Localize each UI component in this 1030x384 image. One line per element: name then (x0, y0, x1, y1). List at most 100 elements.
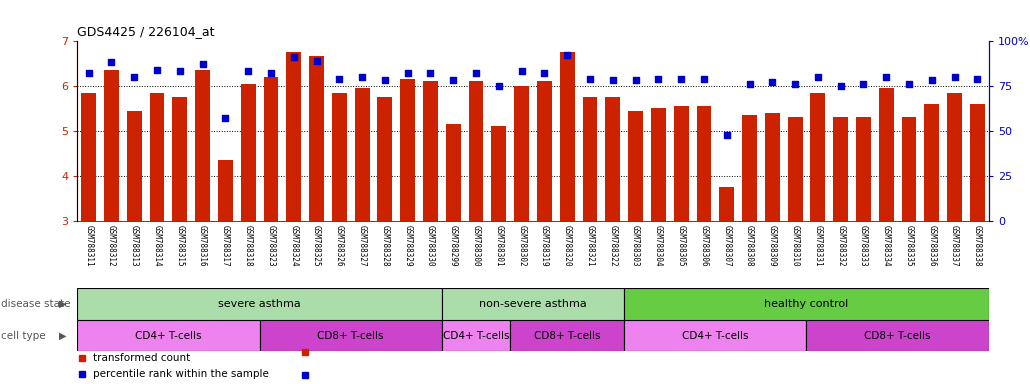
Text: GSM788300: GSM788300 (472, 225, 481, 266)
Point (354, 74, 371, 80)
Text: GSM788336: GSM788336 (927, 225, 936, 266)
Bar (286, 52, 301, 221)
Point (559, 52, 576, 58)
Point (605, 77, 621, 83)
Point (513, 68, 529, 74)
Bar (195, 70, 210, 221)
Point (422, 70, 439, 76)
Bar (81, 93, 96, 221)
Text: GSM788312: GSM788312 (107, 225, 116, 266)
Text: GSM788311: GSM788311 (84, 225, 93, 266)
Text: transformed count: transformed count (93, 353, 191, 362)
Bar (469, 81, 483, 221)
Point (240, 68, 256, 74)
Text: GSM788306: GSM788306 (699, 225, 709, 266)
Point (537, 70, 553, 76)
Point (878, 74, 894, 80)
Text: GSM788338: GSM788338 (973, 225, 982, 266)
Bar (218, 160, 233, 221)
Text: GSM788333: GSM788333 (859, 225, 868, 266)
Text: GSM788334: GSM788334 (882, 225, 891, 266)
Text: GSM788335: GSM788335 (904, 225, 914, 266)
Bar (674, 106, 689, 221)
Bar (127, 111, 142, 221)
Bar (423, 81, 438, 221)
Point (810, 74, 826, 80)
Bar (606, 97, 620, 221)
Bar (856, 118, 871, 221)
Text: GSM788316: GSM788316 (198, 225, 207, 266)
Bar (104, 70, 118, 221)
Bar (559, 52, 575, 221)
Bar (806, 320, 989, 351)
Bar (446, 124, 460, 221)
Point (855, 81, 871, 87)
Point (400, 70, 416, 76)
Text: GSM788317: GSM788317 (220, 225, 230, 266)
Point (924, 77, 940, 83)
Text: cell type: cell type (1, 331, 45, 341)
Text: GSM788331: GSM788331 (814, 225, 822, 266)
Text: GSM788323: GSM788323 (267, 225, 275, 266)
Bar (624, 288, 989, 320)
Bar (537, 81, 552, 221)
Text: healthy control: healthy control (764, 299, 849, 309)
Text: GSM788305: GSM788305 (677, 225, 686, 266)
Bar (309, 56, 324, 221)
Point (217, 115, 234, 121)
Point (969, 76, 986, 82)
Bar (651, 108, 665, 221)
Bar (241, 84, 255, 221)
Bar (811, 93, 825, 221)
Text: ▶: ▶ (60, 299, 67, 309)
Text: CD4+ T-cells: CD4+ T-cells (135, 331, 202, 341)
Bar (514, 86, 529, 221)
Text: severe asthma: severe asthma (218, 299, 301, 309)
Text: GSM788329: GSM788329 (403, 225, 412, 266)
Bar (583, 97, 597, 221)
Bar (879, 88, 894, 221)
Point (377, 77, 393, 83)
Point (490, 83, 507, 89)
Bar (77, 320, 260, 351)
Point (445, 77, 461, 83)
Bar (624, 320, 806, 351)
Bar (970, 104, 985, 221)
Bar (77, 288, 442, 320)
Bar (742, 115, 757, 221)
Bar (788, 118, 802, 221)
Point (742, 81, 758, 87)
Bar (833, 118, 848, 221)
Text: GSM788320: GSM788320 (562, 225, 572, 266)
Text: non-severe asthma: non-severe asthma (479, 299, 587, 309)
Point (172, 68, 188, 74)
Text: percentile rank within the sample: percentile rank within the sample (93, 369, 269, 379)
Point (80, 70, 97, 76)
Point (331, 76, 347, 82)
Text: GSM788315: GSM788315 (175, 225, 184, 266)
Text: GSM788325: GSM788325 (312, 225, 321, 266)
Bar (719, 187, 734, 221)
Point (468, 70, 484, 76)
Point (673, 76, 689, 82)
Text: GSM788324: GSM788324 (289, 225, 299, 266)
Text: GSM788313: GSM788313 (130, 225, 139, 266)
Point (764, 79, 781, 85)
Text: GSM788301: GSM788301 (494, 225, 504, 266)
Text: GSM788307: GSM788307 (722, 225, 731, 266)
Bar (332, 93, 347, 221)
Text: GSM788303: GSM788303 (631, 225, 640, 266)
Text: GSM788319: GSM788319 (540, 225, 549, 266)
Bar (901, 118, 917, 221)
Text: ▶: ▶ (60, 331, 67, 341)
Bar (765, 113, 780, 221)
Text: CD8+ T-cells: CD8+ T-cells (864, 331, 931, 341)
Point (148, 66, 165, 73)
Text: GSM788332: GSM788332 (836, 225, 846, 266)
Text: GSM788308: GSM788308 (745, 225, 754, 266)
Bar (442, 288, 624, 320)
Bar (696, 106, 712, 221)
Point (650, 76, 666, 82)
Text: GSM788322: GSM788322 (609, 225, 617, 266)
Text: GSM788327: GSM788327 (357, 225, 367, 266)
